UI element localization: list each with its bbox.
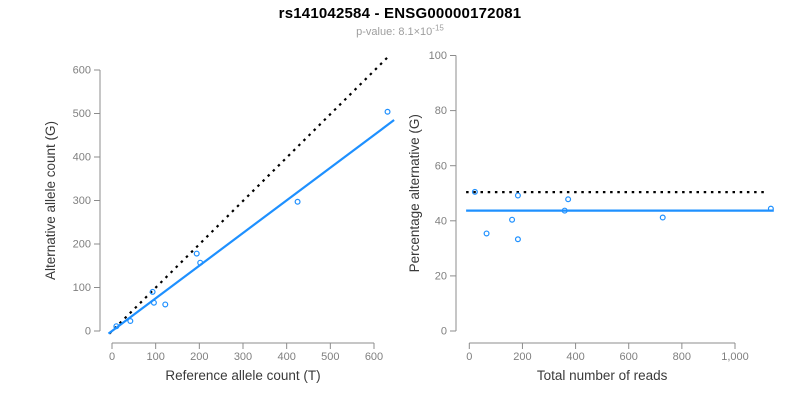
x-axis-title: Total number of reads — [537, 368, 668, 383]
y-tick-label: 40 — [435, 215, 447, 227]
y-tick-label: 20 — [435, 271, 447, 283]
data-point — [294, 198, 301, 205]
data-point — [197, 259, 204, 266]
data-point — [150, 299, 157, 306]
x-tick-label: 600 — [620, 351, 638, 363]
x-tick-label: 0 — [466, 351, 472, 363]
x-tick-label: 400 — [277, 351, 295, 363]
data-point — [659, 214, 666, 221]
y-tick-label: 600 — [73, 65, 91, 77]
data-point — [767, 205, 774, 212]
data-point — [149, 288, 156, 295]
data-point — [384, 108, 391, 115]
identity-line — [108, 57, 388, 335]
data-point — [514, 236, 521, 243]
x-tick-label: 200 — [190, 351, 208, 363]
data-point — [193, 250, 200, 257]
y-tick-label: 0 — [85, 326, 91, 338]
y-axis-title: Percentage alternative (G) — [407, 114, 422, 272]
y-tick-label: 200 — [73, 239, 91, 251]
y-tick-label: 400 — [73, 152, 91, 164]
allele-counts-panel: 0 100 200 300 400 500 600 0 100 200 300 400 500 600 Re… — [43, 57, 395, 383]
p-value-label: p-value: — [356, 26, 399, 38]
data-point — [113, 323, 120, 330]
y-tick-label: 300 — [73, 195, 91, 207]
x-tick-label: 800 — [673, 351, 691, 363]
p-value-exponent: -15 — [432, 23, 444, 33]
percentage-vs-reads-panel: 0 20 40 60 80 100 0 200 400 600 800 1,000 Total numb… — [407, 50, 774, 383]
figure-title: rs141042584 - ENSG00000172081 — [278, 5, 522, 22]
y-tick-label: 100 — [73, 282, 91, 294]
x-tick-label: 500 — [321, 351, 339, 363]
x-tick-label: 300 — [234, 351, 252, 363]
x-tick-label: 100 — [146, 351, 164, 363]
fit-line — [107, 119, 395, 335]
y-tick-label: 60 — [435, 160, 447, 172]
y-axis-title: Alternative allele count (G) — [43, 121, 58, 280]
data-point — [483, 230, 490, 237]
x-tick-label: 600 — [365, 351, 383, 363]
data-point — [509, 216, 516, 223]
x-tick-label: 0 — [109, 351, 115, 363]
p-value-base: 8.1×10 — [398, 26, 433, 38]
y-tick-label: 0 — [441, 326, 447, 338]
x-tick-label: 1,000 — [721, 351, 749, 363]
data-point — [561, 207, 568, 214]
figure-subtitle: p-value: 8.1×10-15 — [0, 23, 800, 38]
data-point — [162, 301, 169, 308]
y-tick-label: 500 — [73, 108, 91, 120]
data-point — [565, 196, 572, 203]
x-axis-title: Reference allele count (T) — [165, 368, 320, 383]
y-tick-label: 80 — [435, 105, 447, 117]
data-point — [127, 317, 134, 324]
x-tick-label: 200 — [513, 351, 531, 363]
data-point — [471, 188, 478, 195]
x-tick-label: 400 — [566, 351, 584, 363]
data-point — [514, 192, 521, 199]
y-tick-label: 100 — [429, 50, 447, 62]
